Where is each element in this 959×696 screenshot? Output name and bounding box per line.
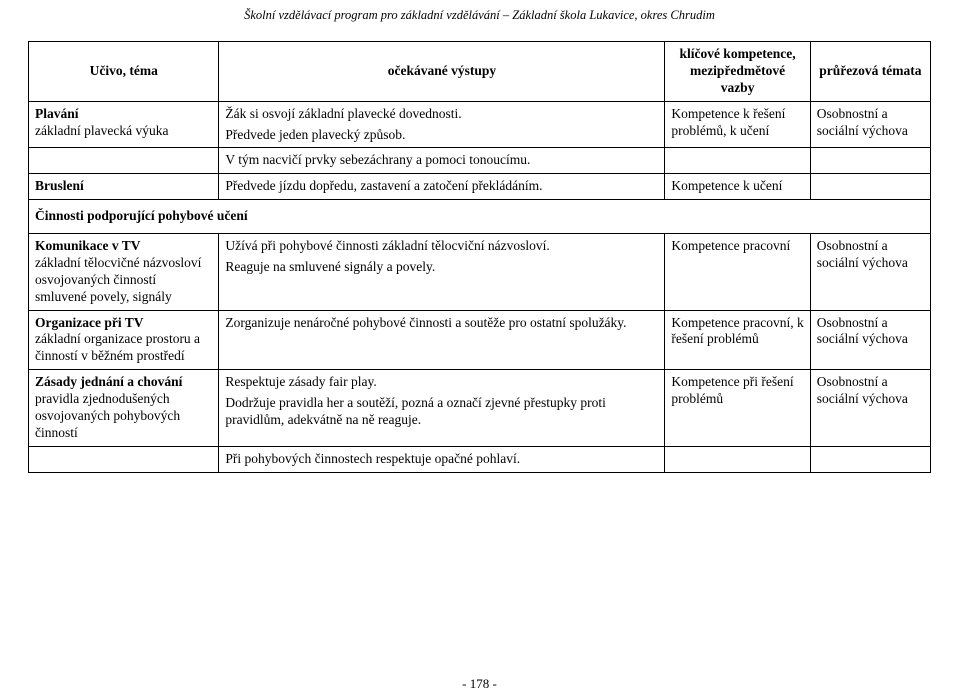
competence-text: Kompetence pracovní, k řešení problémů: [665, 310, 810, 370]
topic-sub: základní plavecká výuka: [35, 123, 212, 140]
table-row: Při pohybových činnostech respektuje opa…: [29, 446, 931, 472]
topic-sub: základní tělocvičné názvosloví osvojovan…: [35, 255, 212, 289]
competence-text: Kompetence pracovní: [665, 234, 810, 311]
competence-text: Kompetence k učení: [665, 174, 810, 200]
outcome-text: Respektuje zásady fair play.: [225, 374, 658, 391]
header-col1: Učivo, téma: [29, 42, 219, 102]
cross-text: Osobnostní a sociální výchova: [810, 370, 930, 447]
table-header-row: Učivo, téma očekávané výstupy klíčové ko…: [29, 42, 931, 102]
topic-title: Bruslení: [35, 178, 212, 195]
curriculum-table: Učivo, téma očekávané výstupy klíčové ko…: [28, 41, 931, 473]
topic-title: Komunikace v TV: [35, 238, 212, 255]
table-row: Bruslení Předvede jízdu dopředu, zastave…: [29, 174, 931, 200]
table-row: Organizace při TV základní organizace pr…: [29, 310, 931, 370]
section-row: Činnosti podporující pohybové učení: [29, 200, 931, 234]
table-row: Zásady jednání a chování pravidla zjedno…: [29, 370, 931, 447]
outcome-text: Reaguje na smluvené signály a povely.: [225, 259, 658, 276]
cross-text: Osobnostní a sociální výchova: [810, 310, 930, 370]
doc-header: Školní vzdělávací program pro základní v…: [28, 8, 931, 23]
header-col2: očekávané výstupy: [219, 42, 665, 102]
topic-title: Zásady jednání a chování: [35, 374, 212, 391]
topic-title: Plavání: [35, 106, 212, 123]
outcome-text: V tým nacvičí prvky sebezáchrany a pomoc…: [219, 148, 665, 174]
outcome-text: Žák si osvojí základní plavecké dovednos…: [225, 106, 658, 123]
topic-title: Organizace při TV: [35, 315, 212, 332]
table-row: Komunikace v TV základní tělocvičné názv…: [29, 234, 931, 311]
competence-text: Kompetence při řešení problémů: [665, 370, 810, 447]
competence-text: Kompetence k řešení problémů, k učení: [665, 101, 810, 148]
outcome-text: Dodržuje pravidla her a soutěží, pozná a…: [225, 395, 658, 429]
cross-text: Osobnostní a sociální výchova: [810, 101, 930, 148]
table-row: V tým nacvičí prvky sebezáchrany a pomoc…: [29, 148, 931, 174]
outcome-text: Zorganizuje nenáročné pohybové činnosti …: [219, 310, 665, 370]
table-row: Plavání základní plavecká výuka Žák si o…: [29, 101, 931, 148]
topic-sub: smluvené povely, signály: [35, 289, 212, 306]
topic-sub: základní organizace prostoru a činností …: [35, 331, 212, 365]
header-col4: průřezová témata: [810, 42, 930, 102]
cross-text: Osobnostní a sociální výchova: [810, 234, 930, 311]
outcome-text: Užívá při pohybové činnosti základní těl…: [225, 238, 658, 255]
section-title: Činnosti podporující pohybové učení: [35, 208, 248, 223]
outcome-text: Při pohybových činnostech respektuje opa…: [219, 446, 665, 472]
topic-sub: pravidla zjednodušených osvojovaných poh…: [35, 391, 212, 442]
page-number: - 178 -: [0, 676, 959, 692]
outcome-text: Předvede jízdu dopředu, zastavení a zato…: [219, 174, 665, 200]
outcome-text: Předvede jeden plavecký způsob.: [225, 127, 658, 144]
header-col3: klíčové kompetence, mezipředmětové vazby: [665, 42, 810, 102]
